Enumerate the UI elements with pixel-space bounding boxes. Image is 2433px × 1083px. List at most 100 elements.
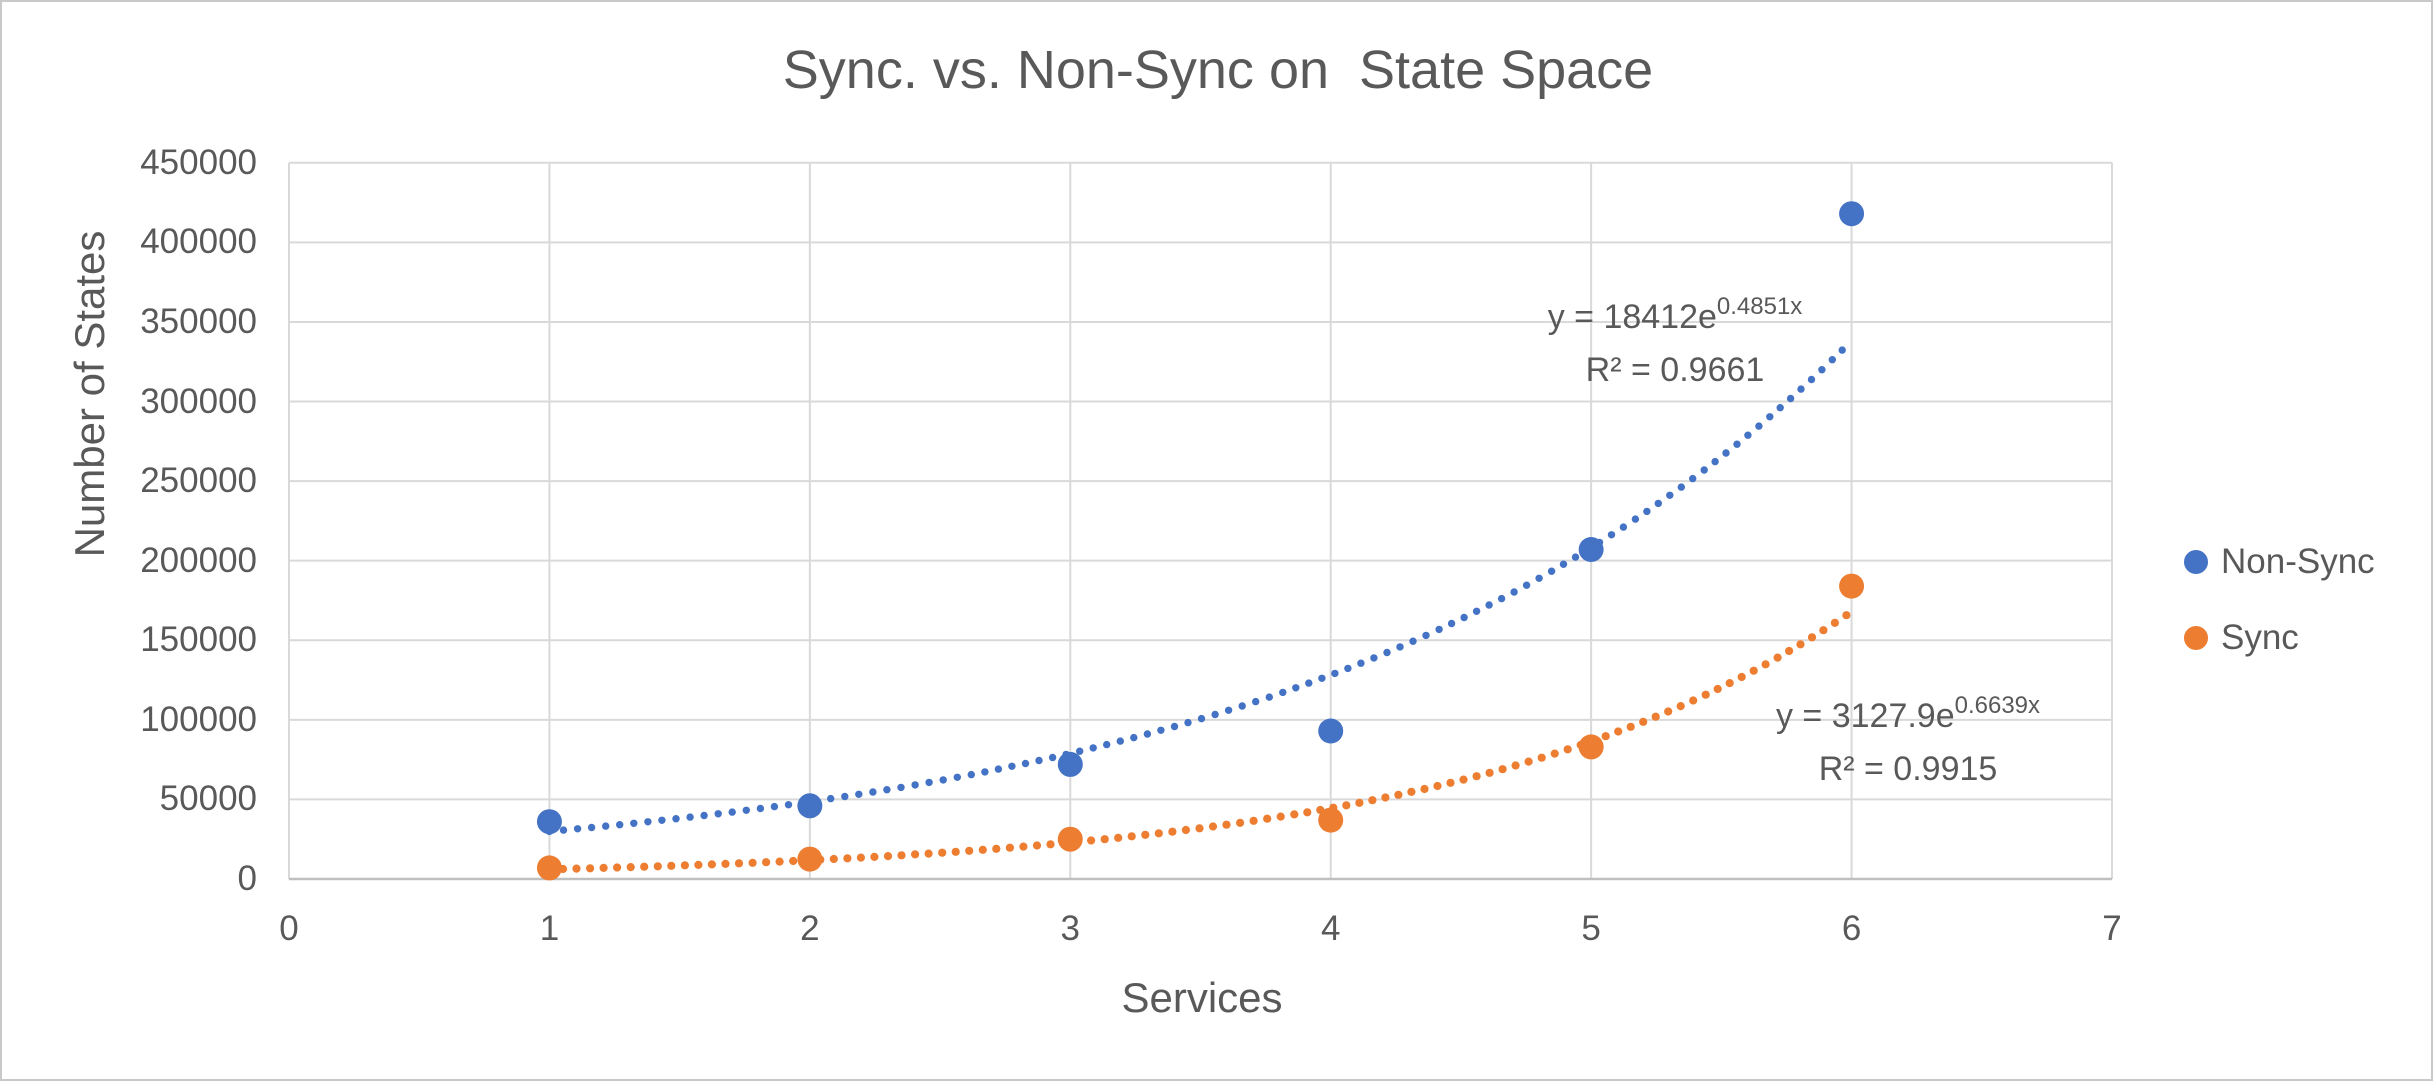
data-point-sync-x4[interactable]	[1318, 807, 1344, 833]
trendline-dot-sync	[1651, 712, 1660, 721]
trendline-dot-nonsync	[714, 810, 722, 818]
legend-item-nonsync[interactable]: Non-Sync	[2184, 537, 2375, 587]
trendline-dot-sync	[653, 862, 662, 871]
trendline-dot-sync	[1773, 653, 1782, 662]
data-point-nonsync-x3[interactable]	[1057, 751, 1083, 777]
trendline-dot-sync	[572, 864, 581, 873]
trendline-dot-sync	[734, 859, 744, 868]
trendline-dot-nonsync	[1689, 474, 1697, 483]
trendline-equation-sync-formula: y = 3127.9e0.6639x	[1775, 692, 2041, 736]
trendline-equation-nonsync-formula: y = 18412e0.4851x	[1547, 293, 1803, 337]
trendline-dot-sync	[789, 856, 798, 866]
trendline-dot-nonsync	[1409, 637, 1417, 645]
trendline-dot-sync	[694, 860, 703, 870]
trendline-dot-nonsync	[1828, 356, 1837, 364]
trendline-dot-sync	[897, 851, 906, 860]
legend-item-sync[interactable]: Sync	[2184, 613, 2375, 663]
trendline-dot-sync	[1563, 745, 1572, 754]
data-point-sync-x3[interactable]	[1057, 826, 1083, 852]
trendline-dot-nonsync	[616, 821, 624, 829]
trendline-dot-sync	[1842, 611, 1851, 620]
trendline-equation-sync-exponent: 0.6639x	[1954, 692, 2041, 719]
trendline-dot-sync	[1114, 833, 1123, 842]
legend-label-sync: Sync	[2221, 618, 2299, 657]
data-point-sync-x6[interactable]	[1839, 573, 1865, 599]
trendline-dot-nonsync	[1279, 688, 1287, 697]
trendline-dot-nonsync	[1807, 375, 1816, 384]
trendline-dot-sync	[1420, 784, 1429, 794]
trendline-dot-sync	[1761, 660, 1770, 669]
trendline-dot-sync	[870, 852, 879, 862]
data-point-sync-x5[interactable]	[1578, 734, 1604, 760]
trendline-dot-nonsync	[1818, 366, 1826, 374]
trendline-dot-sync	[1100, 835, 1109, 844]
trendline-dot-nonsync	[1654, 499, 1663, 508]
trendline-dot-nonsync	[1497, 594, 1506, 603]
data-point-nonsync-x2[interactable]	[797, 793, 823, 819]
trendline-dot-nonsync	[1224, 706, 1233, 714]
trendline-dot-nonsync	[1211, 710, 1219, 719]
trendline-dot-nonsync	[981, 768, 989, 776]
legend: Non-Sync Sync	[2184, 537, 2375, 663]
trendline-dot-nonsync	[770, 802, 779, 811]
data-point-nonsync-x6[interactable]	[1839, 201, 1865, 227]
trendline-dot-sync	[1195, 824, 1204, 833]
x-tick-4: 4	[1320, 909, 1341, 948]
trendline-dot-sync	[1639, 717, 1648, 726]
trendline-equation-sync: y = 3127.9e0.6639x R² = 0.9915	[1776, 690, 2040, 796]
trendline-dot-nonsync	[1292, 684, 1300, 692]
trendline-dot-sync	[992, 844, 1001, 853]
trendline-dot-nonsync	[1318, 674, 1326, 682]
trendline-dot-nonsync	[1571, 553, 1580, 561]
chart-title: Sync. vs. Non-Sync on State Space	[782, 40, 1654, 100]
trendline-dot-nonsync	[1048, 753, 1057, 762]
trendline-dot-nonsync	[897, 783, 905, 792]
trendline-dot-sync	[1303, 808, 1312, 817]
trendline-dot-nonsync	[994, 765, 1003, 773]
trendline-dot-nonsync	[1447, 619, 1456, 628]
data-point-nonsync-x1[interactable]	[536, 809, 562, 835]
trendline-dot-nonsync	[1744, 431, 1752, 439]
trendline-dot-sync	[1614, 727, 1623, 736]
trendline-dot-nonsync	[1130, 733, 1138, 742]
data-point-sync-x1[interactable]	[536, 855, 562, 881]
trendline-dot-sync	[1249, 816, 1258, 825]
trendline-dot-sync	[856, 853, 866, 862]
trendline-dot-nonsync	[1559, 560, 1568, 568]
trendline-dot-nonsync	[1357, 659, 1365, 667]
x-axis-title: Services	[1121, 974, 1283, 1021]
trendline-dot-nonsync	[1755, 422, 1763, 430]
trendline-dot-nonsync	[1485, 601, 1493, 609]
data-point-nonsync-x5[interactable]	[1578, 537, 1604, 562]
trendline-dot-nonsync	[1396, 643, 1404, 651]
trendline-dot-sync	[1796, 640, 1805, 649]
trendline-dot-sync	[1689, 696, 1698, 705]
data-point-nonsync-x4[interactable]	[1318, 718, 1344, 744]
trendline-dot-sync	[640, 862, 649, 871]
trendline-dot-nonsync	[1838, 346, 1846, 354]
trendline-dot-sync	[1830, 618, 1839, 627]
trendline-dot-sync	[1807, 633, 1817, 642]
trendline-dot-nonsync	[686, 813, 694, 821]
trendline-dot-sync	[1737, 672, 1746, 682]
trendline-dot-nonsync	[1383, 648, 1391, 657]
trendline-dot-nonsync	[756, 804, 765, 813]
trendline-dot-nonsync	[1331, 669, 1339, 678]
trendline-dot-sync	[626, 863, 635, 872]
trendline-dot-sync	[1819, 626, 1828, 635]
trendline-dot-sync	[1181, 825, 1190, 835]
trendline-dot-nonsync	[911, 781, 919, 789]
trendline-dot-sync	[1276, 812, 1285, 821]
trendline-dot-sync	[911, 850, 920, 859]
trendline-dot-nonsync	[1103, 740, 1111, 749]
trendline-dot-nonsync	[1677, 483, 1686, 491]
trendline-equation-nonsync-r2: R² = 0.9661	[1585, 351, 1765, 389]
trendline-dot-sync	[843, 854, 852, 863]
data-point-sync-x2[interactable]	[797, 846, 823, 872]
legend-label-nonsync: Non-Sync	[2221, 542, 2375, 581]
x-tick-3: 3	[1060, 909, 1081, 948]
trendline-dot-nonsync	[658, 816, 666, 824]
trendline-dot-nonsync	[1305, 679, 1313, 687]
trendline-dot-nonsync	[602, 822, 610, 830]
trendline-dot-sync	[924, 849, 933, 858]
